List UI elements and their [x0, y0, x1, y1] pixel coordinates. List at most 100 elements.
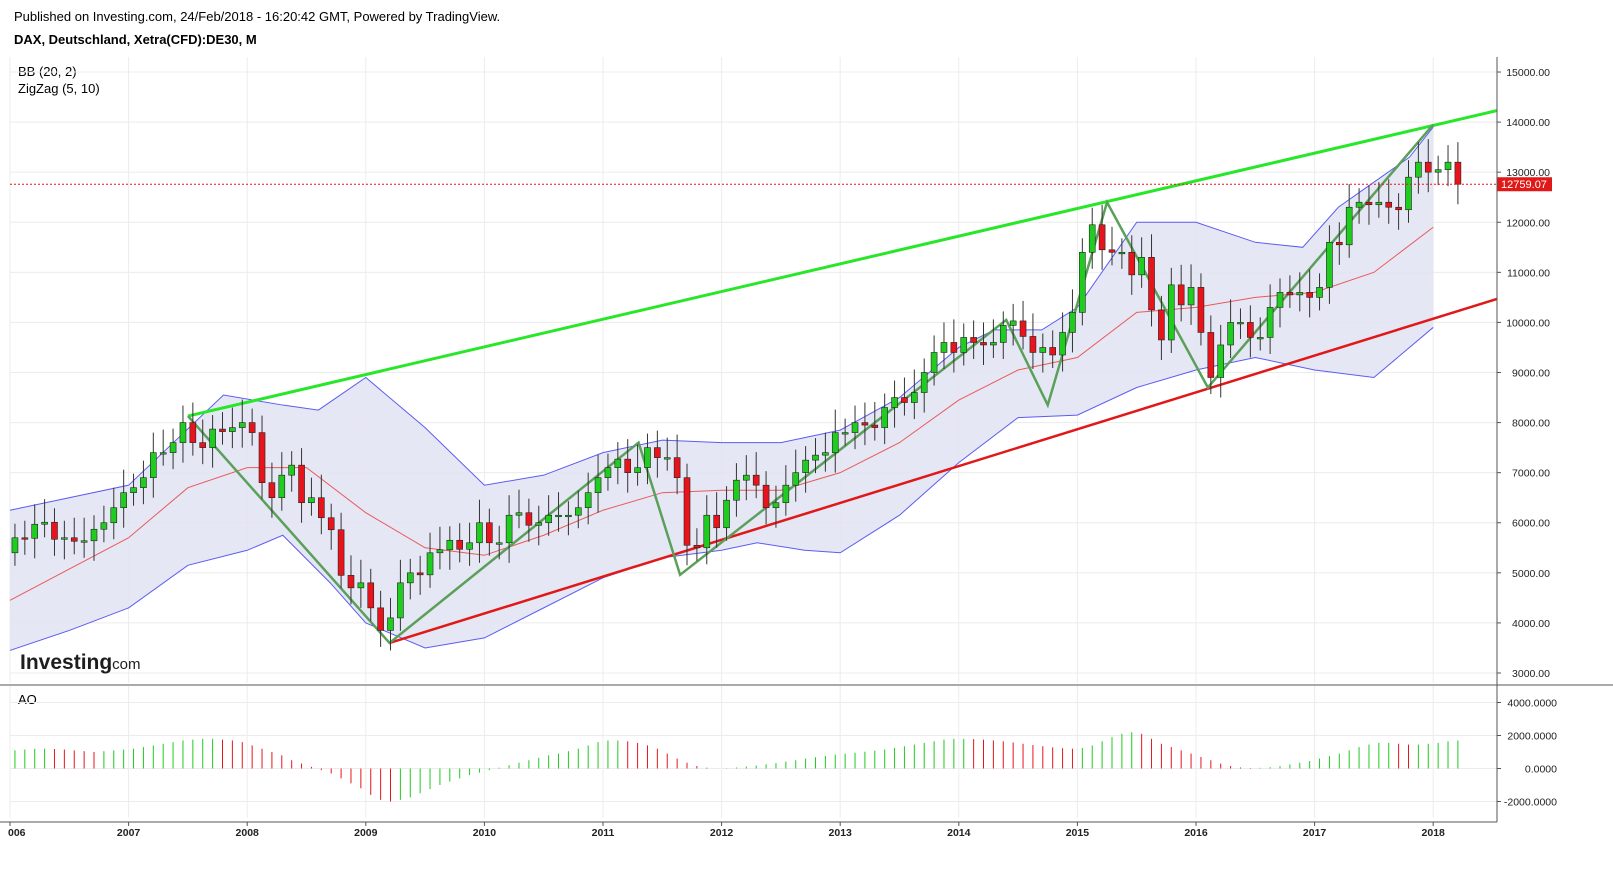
candle-down[interactable]	[1395, 206, 1402, 211]
candle-down[interactable]	[901, 397, 908, 403]
candle-up[interactable]	[387, 617, 394, 631]
candle-down[interactable]	[21, 537, 29, 540]
candle-down[interactable]	[199, 442, 207, 448]
candle-up[interactable]	[1187, 287, 1195, 306]
candle-up[interactable]	[1415, 161, 1422, 178]
candle-up[interactable]	[614, 458, 622, 468]
candle-down[interactable]	[752, 474, 760, 486]
candle-up[interactable]	[90, 528, 98, 542]
ao-indicator-label[interactable]: AO	[18, 692, 37, 707]
candle-up[interactable]	[812, 454, 819, 461]
candle-up[interactable]	[634, 467, 641, 473]
candle-up[interactable]	[782, 484, 790, 504]
candle-up[interactable]	[11, 537, 19, 554]
candle-down[interactable]	[525, 512, 533, 526]
candle-down[interactable]	[1148, 257, 1155, 311]
candle-up[interactable]	[130, 487, 137, 493]
candle-up[interactable]	[209, 428, 216, 448]
candle-up[interactable]	[723, 499, 730, 529]
candle-down[interactable]	[1336, 241, 1343, 246]
candle-down[interactable]	[1158, 309, 1165, 341]
candle-up[interactable]	[1444, 161, 1452, 170]
candle-down[interactable]	[1385, 201, 1393, 208]
candle-down[interactable]	[1128, 252, 1136, 276]
candle-up[interactable]	[1296, 292, 1304, 296]
candle-up[interactable]	[940, 342, 948, 353]
candle-up[interactable]	[1345, 206, 1353, 246]
candle-up[interactable]	[110, 507, 118, 524]
candle-down[interactable]	[1424, 161, 1432, 173]
candle-down[interactable]	[1247, 322, 1254, 338]
candle-up[interactable]	[1138, 257, 1145, 276]
candle-down[interactable]	[258, 432, 266, 483]
candle-up[interactable]	[495, 542, 503, 545]
candle-down[interactable]	[693, 544, 701, 549]
candle-up[interactable]	[466, 542, 473, 550]
candle-down[interactable]	[1098, 224, 1106, 251]
candle-down[interactable]	[1049, 347, 1056, 356]
candle-down[interactable]	[377, 607, 384, 631]
candle-down[interactable]	[1019, 320, 1027, 337]
candle-up[interactable]	[397, 582, 404, 619]
candle-down[interactable]	[713, 514, 720, 529]
candle-up[interactable]	[150, 452, 157, 478]
candle-up[interactable]	[159, 452, 167, 455]
candle-up[interactable]	[406, 572, 414, 584]
candle-up[interactable]	[733, 479, 740, 501]
candle-up[interactable]	[960, 337, 968, 353]
candle-up[interactable]	[822, 452, 829, 456]
candle-down[interactable]	[268, 482, 276, 499]
candle-up[interactable]	[545, 514, 552, 524]
candle-down[interactable]	[654, 447, 661, 458]
candle-down[interactable]	[673, 457, 681, 478]
candle-down[interactable]	[1306, 292, 1313, 298]
candle-up[interactable]	[288, 464, 295, 476]
candle-up[interactable]	[100, 522, 108, 530]
candle-up[interactable]	[169, 442, 177, 453]
candle-down[interactable]	[248, 422, 256, 433]
candle-down[interactable]	[337, 529, 345, 576]
candle-up[interactable]	[1069, 312, 1076, 333]
candle-down[interactable]	[624, 458, 632, 473]
candle-down[interactable]	[762, 484, 770, 509]
candle-up[interactable]	[1217, 344, 1225, 378]
candle-up[interactable]	[1237, 322, 1244, 325]
candle-up[interactable]	[1326, 241, 1333, 288]
candle-down[interactable]	[51, 521, 58, 540]
candle-down[interactable]	[871, 424, 879, 428]
zigzag-indicator-label[interactable]: ZigZag (5, 10)	[18, 81, 100, 96]
candle-down[interactable]	[456, 539, 463, 550]
candle-up[interactable]	[1355, 201, 1363, 208]
candle-up[interactable]	[594, 477, 602, 493]
candle-up[interactable]	[140, 477, 147, 488]
candle-down[interactable]	[298, 464, 305, 504]
candle-up[interactable]	[505, 514, 513, 544]
candle-up[interactable]	[1079, 252, 1086, 313]
candle-up[interactable]	[535, 522, 543, 526]
candle-up[interactable]	[565, 514, 572, 518]
candle-up[interactable]	[1276, 292, 1284, 308]
candle-down[interactable]	[416, 572, 424, 576]
candle-down[interactable]	[70, 537, 78, 542]
candle-up[interactable]	[831, 432, 839, 453]
candle-up[interactable]	[841, 432, 849, 435]
candle-down[interactable]	[347, 575, 355, 589]
candle-up[interactable]	[80, 540, 88, 543]
candle-up[interactable]	[1227, 322, 1234, 346]
candle-down[interactable]	[1365, 201, 1373, 206]
candle-up[interactable]	[1375, 201, 1383, 206]
candle-up[interactable]	[851, 422, 859, 433]
candle-down[interactable]	[1108, 249, 1116, 253]
candle-up[interactable]	[179, 422, 187, 443]
candle-down[interactable]	[970, 337, 977, 343]
candle-up[interactable]	[1039, 347, 1047, 353]
candle-up[interactable]	[574, 507, 582, 516]
candle-up[interactable]	[792, 472, 800, 486]
candle-up[interactable]	[920, 372, 928, 393]
candle-up[interactable]	[1256, 337, 1264, 340]
candle-down[interactable]	[980, 342, 987, 346]
candle-up[interactable]	[1118, 252, 1126, 255]
candle-up[interactable]	[1167, 284, 1175, 341]
candle-up[interactable]	[1059, 332, 1066, 356]
